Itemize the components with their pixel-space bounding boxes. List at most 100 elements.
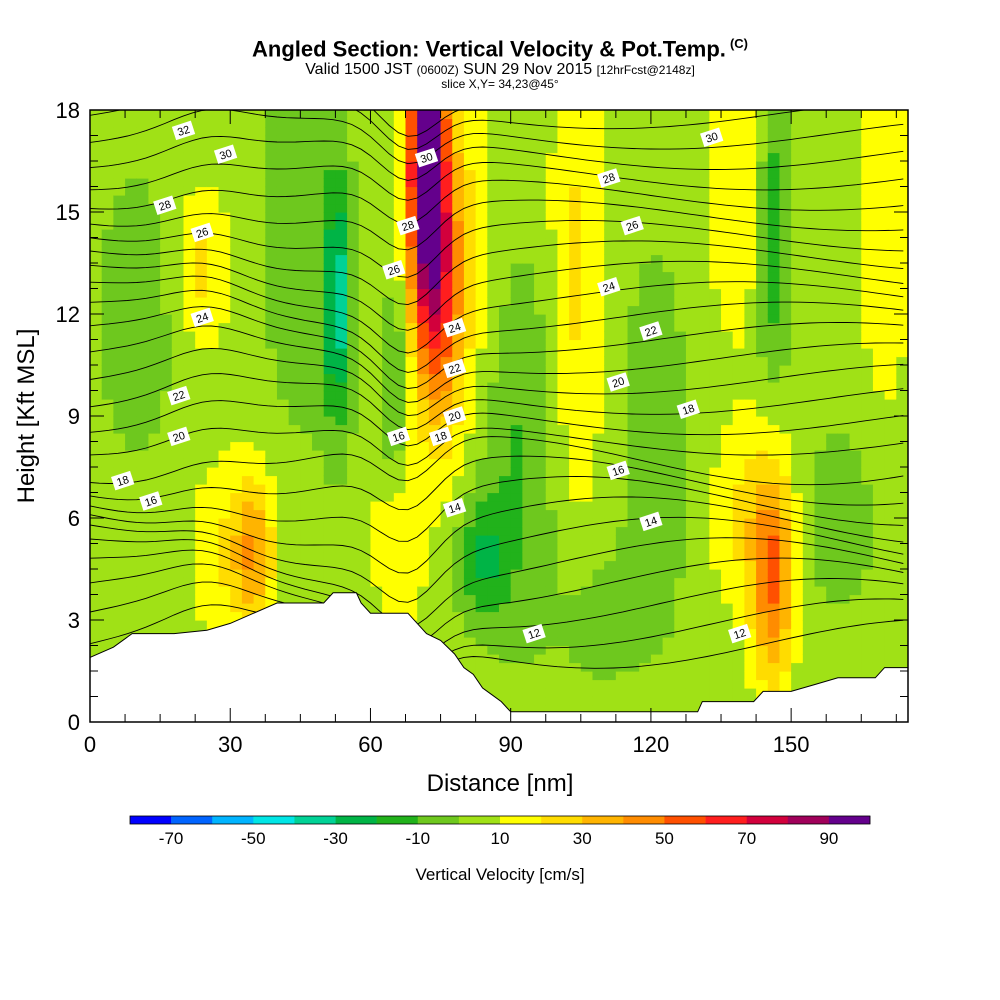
velocity-cell (639, 305, 652, 315)
velocity-cell (171, 331, 185, 341)
velocity-cell (697, 654, 710, 664)
velocity-cell (218, 212, 231, 222)
velocity-cell (499, 577, 512, 587)
velocity-cell (849, 229, 862, 239)
velocity-cell (428, 560, 442, 570)
velocity-cell (884, 203, 897, 213)
velocity-cell (779, 552, 792, 562)
velocity-cell (522, 484, 535, 494)
velocity-cell (814, 501, 827, 511)
velocity-cell (592, 144, 605, 154)
velocity-cell (767, 186, 781, 196)
velocity-cell (475, 135, 488, 145)
velocity-cell (592, 433, 605, 443)
velocity-cell (522, 365, 535, 375)
velocity-cell (148, 314, 161, 324)
velocity-cell (615, 611, 629, 621)
velocity-cell (522, 543, 535, 553)
velocity-cell (125, 611, 138, 621)
velocity-cell (826, 475, 839, 485)
velocity-cell (510, 229, 523, 239)
velocity-cell (849, 144, 862, 154)
velocity-cell (615, 271, 629, 281)
velocity-cell (475, 314, 488, 324)
velocity-cell (452, 220, 465, 230)
velocity-cell (499, 594, 512, 604)
velocity-cell (510, 237, 523, 247)
velocity-cell (534, 110, 547, 120)
velocity-cell (136, 322, 150, 332)
velocity-cell (171, 560, 185, 570)
velocity-cell (837, 246, 851, 256)
velocity-cell (393, 407, 407, 417)
velocity-cell (452, 152, 465, 162)
velocity-cell (125, 586, 138, 596)
velocity-cell (370, 271, 383, 281)
velocity-cell (732, 212, 745, 222)
velocity-cell (265, 424, 278, 434)
velocity-cell (288, 577, 301, 587)
velocity-cell (113, 467, 126, 477)
velocity-cell (534, 484, 547, 494)
velocity-cell (639, 509, 652, 519)
velocity-cell (230, 229, 243, 239)
velocity-cell (685, 424, 699, 434)
velocity-cell (557, 288, 570, 298)
velocity-cell (522, 263, 535, 273)
velocity-cell (662, 433, 675, 443)
velocity-cell (709, 611, 722, 621)
velocity-cell (417, 382, 430, 392)
velocity-cell (884, 467, 897, 477)
velocity-cell (569, 509, 582, 519)
velocity-cell (510, 645, 523, 655)
velocity-cell (241, 543, 255, 553)
velocity-cell (440, 637, 453, 647)
velocity-cell (160, 373, 173, 383)
velocity-cell (487, 246, 500, 256)
velocity-cell (697, 399, 710, 409)
velocity-cell (685, 314, 699, 324)
velocity-cell (347, 365, 360, 375)
velocity-cell (615, 288, 629, 298)
velocity-cell (837, 458, 851, 468)
velocity-cell (534, 220, 547, 230)
velocity-cell (452, 441, 465, 451)
velocity-cell (697, 662, 710, 672)
velocity-cell (125, 254, 138, 264)
velocity-cell (206, 195, 220, 205)
velocity-cell (218, 458, 231, 468)
velocity-cell (276, 492, 290, 502)
velocity-cell (218, 373, 231, 383)
velocity-cell (113, 365, 126, 375)
velocity-cell (592, 365, 605, 375)
velocity-cell (802, 322, 816, 332)
velocity-cell (767, 169, 781, 179)
velocity-cell (218, 178, 231, 188)
velocity-cell (463, 280, 477, 290)
velocity-cell (206, 569, 220, 579)
velocity-cell (662, 135, 675, 145)
velocity-cell (826, 263, 839, 273)
velocity-cell (849, 416, 862, 426)
velocity-cell (417, 518, 430, 528)
velocity-cell (253, 382, 266, 392)
velocity-cell (475, 509, 488, 519)
velocity-cell (849, 186, 862, 196)
velocity-cell (253, 416, 266, 426)
velocity-cell (744, 220, 757, 230)
velocity-cell (662, 467, 675, 477)
velocity-cell (382, 246, 395, 256)
velocity-cell (732, 662, 745, 672)
velocity-cell (312, 246, 325, 256)
velocity-cell (639, 688, 652, 698)
velocity-cell (592, 118, 605, 128)
velocity-cell (639, 118, 652, 128)
velocity-cell (335, 152, 348, 162)
velocity-cell (674, 416, 687, 426)
velocity-cell (791, 322, 804, 332)
velocity-cell (113, 450, 126, 460)
velocity-cell (475, 475, 488, 485)
velocity-cell (639, 280, 652, 290)
velocity-cell (253, 212, 266, 222)
velocity-cell (896, 560, 908, 570)
